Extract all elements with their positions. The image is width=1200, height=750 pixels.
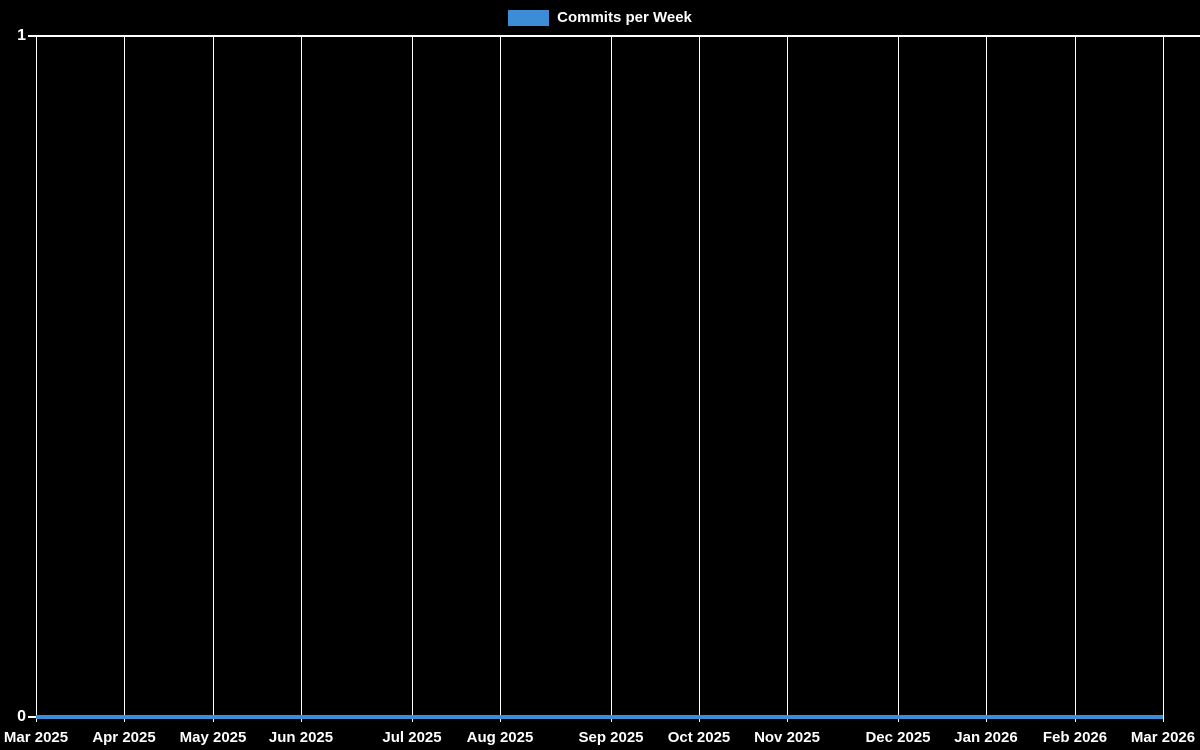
plot-top-border	[28, 35, 1200, 37]
x-tick-label: Mar 2026	[1130, 729, 1196, 746]
x-gridline	[986, 36, 987, 722]
x-gridline	[500, 36, 501, 722]
x-gridline	[898, 36, 899, 722]
x-tick-label: Mar 2025	[3, 729, 69, 746]
chart-legend[interactable]: Commits per Week	[0, 9, 1200, 27]
x-gridline	[611, 36, 612, 722]
x-tick-label: Sep 2025	[578, 729, 644, 746]
y-axis-zero-tick	[28, 716, 36, 718]
x-tick-label: May 2025	[179, 729, 247, 746]
x-gridline	[1075, 36, 1076, 722]
legend-swatch-icon	[508, 10, 550, 26]
x-tick-label: Apr 2025	[92, 729, 156, 746]
x-tick-label: Dec 2025	[865, 729, 931, 746]
x-tick-label: Oct 2025	[667, 729, 731, 746]
x-gridline	[787, 36, 788, 722]
y-tick-label-min: 0	[17, 708, 26, 725]
x-gridline	[1163, 36, 1164, 722]
x-gridline	[124, 36, 125, 722]
x-tick-label: Nov 2025	[754, 729, 820, 746]
x-tick-label: Jul 2025	[382, 729, 442, 746]
x-gridline	[213, 36, 214, 722]
y-tick-label-max: 1	[17, 27, 26, 44]
x-gridline	[36, 36, 37, 722]
legend-label: Commits per Week	[557, 9, 692, 26]
commits-series-line	[36, 715, 1163, 719]
x-gridline	[301, 36, 302, 722]
x-tick-label: Jan 2026	[954, 729, 1018, 746]
x-tick-label: Aug 2025	[466, 729, 534, 746]
x-gridline	[699, 36, 700, 722]
x-gridline	[412, 36, 413, 722]
x-tick-label: Feb 2026	[1042, 729, 1108, 746]
x-tick-label: Jun 2025	[268, 729, 334, 746]
